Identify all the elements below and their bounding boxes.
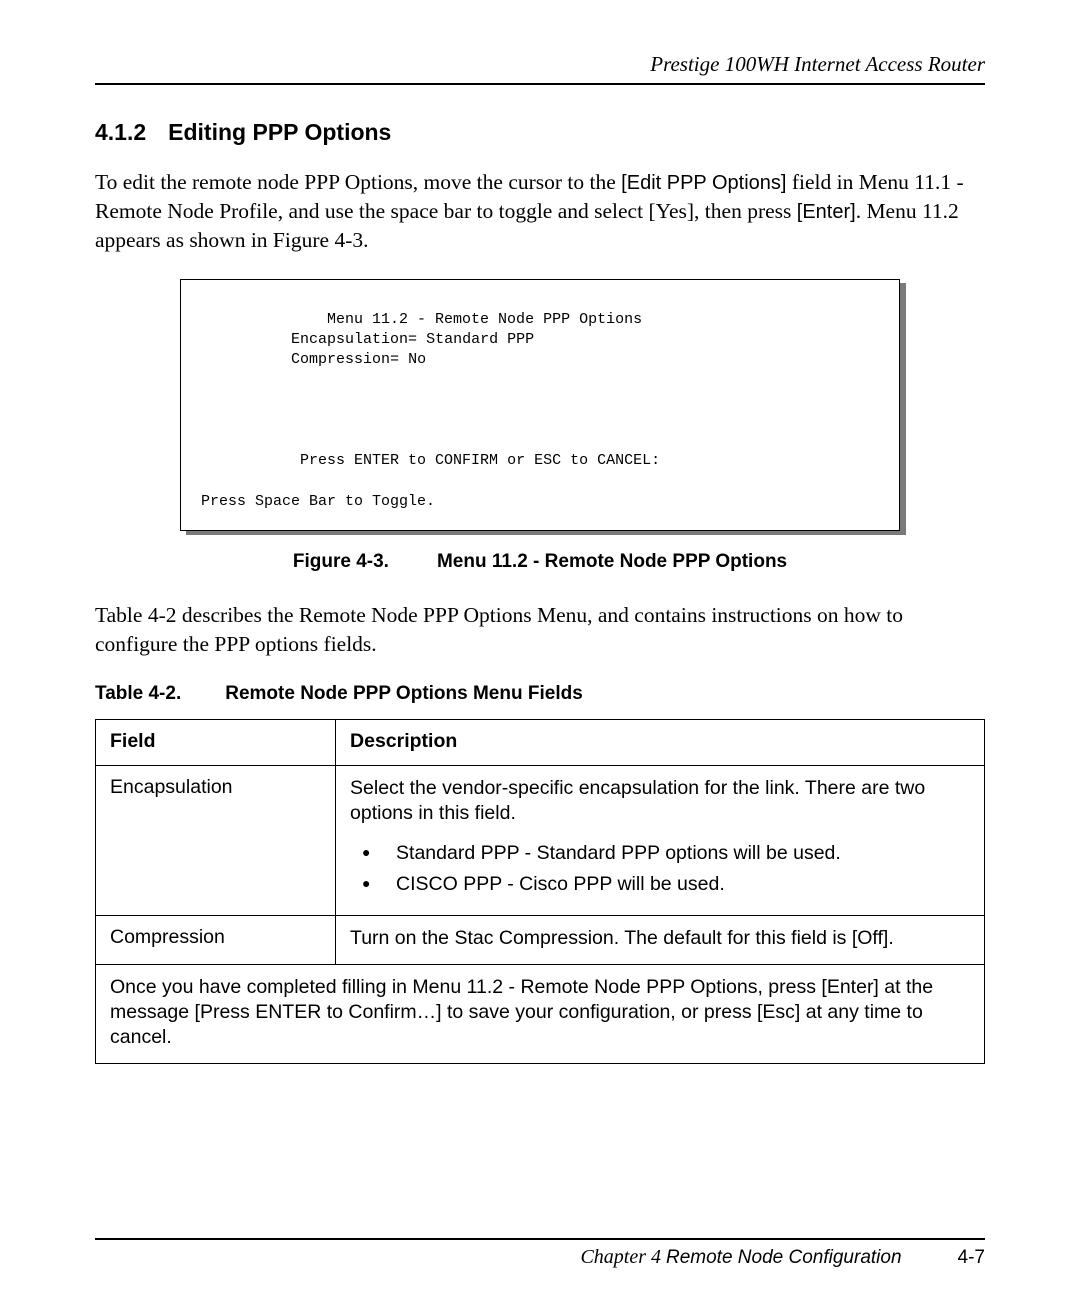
table-row: Encapsulation Select the vendor-specific… <box>96 766 985 916</box>
desc-intro: Select the vendor-specific encapsulation… <box>350 776 970 827</box>
table-header-row: Field Description <box>96 720 985 766</box>
footer-chapter: Chapter 4 Remote Node Configuration <box>580 1246 901 1269</box>
terminal-toggle-line: Press Space Bar to Toggle. <box>201 493 435 510</box>
desc-intro: Turn on the Stac Compression. The defaul… <box>350 926 970 951</box>
intro-run1: To edit the remote node PPP Options, mov… <box>95 170 621 194</box>
enter-literal: [Enter] <box>797 201 856 223</box>
table-row: Compression Turn on the Stac Compression… <box>96 916 985 964</box>
note-cell: Once you have completed filling in Menu … <box>96 964 985 1063</box>
footer-rule <box>95 1238 985 1240</box>
table-label: Table 4-2. <box>95 683 181 704</box>
field-cell: Compression <box>96 916 336 964</box>
fields-table: Field Description Encapsulation Select t… <box>95 719 985 1064</box>
section-title: Editing PPP Options <box>168 119 391 145</box>
footer-chapter-italic: Chapter 4 <box>580 1246 666 1268</box>
terminal-menu-title: Menu 11.2 - Remote Node PPP Options <box>201 311 642 328</box>
footer-page-number: 4-7 <box>958 1247 985 1269</box>
terminal-screenshot: Menu 11.2 - Remote Node PPP Options Enca… <box>180 279 900 532</box>
section-heading: 4.1.2 Editing PPP Options <box>95 119 985 146</box>
figure-label: Figure 4-3. <box>293 551 389 572</box>
terminal-encaps-line: Encapsulation= Standard PPP <box>201 331 534 348</box>
table-note-row: Once you have completed filling in Menu … <box>96 964 985 1063</box>
col-desc-header: Description <box>336 720 985 766</box>
between-paragraph: Table 4-2 describes the Remote Node PPP … <box>95 601 985 659</box>
footer-line: Chapter 4 Remote Node Configuration 4-7 <box>95 1246 985 1269</box>
bullet-item: Standard PPP - Standard PPP options will… <box>382 841 970 866</box>
page-header: Prestige 100WH Internet Access Router <box>95 52 985 85</box>
bullet-item: CISCO PPP - Cisco PPP will be used. <box>382 872 970 897</box>
desc-cell: Select the vendor-specific encapsulation… <box>336 766 985 916</box>
table-caption: Table 4-2. Remote Node PPP Options Menu F… <box>95 683 985 705</box>
terminal-compress-line: Compression= No <box>201 351 426 368</box>
edit-ppp-options-literal: [Edit PPP Options] <box>621 172 786 194</box>
section-number: 4.1.2 <box>95 119 146 145</box>
desc-bullets: Standard PPP - Standard PPP options will… <box>350 841 970 898</box>
page-footer: Chapter 4 Remote Node Configuration 4-7 <box>95 1238 985 1269</box>
intro-paragraph: To edit the remote node PPP Options, mov… <box>95 168 985 255</box>
col-field-header: Field <box>96 720 336 766</box>
page: Prestige 100WH Internet Access Router 4.… <box>0 0 1080 1311</box>
figure-text: Menu 11.2 - Remote Node PPP Options <box>437 551 787 572</box>
header-rule <box>95 83 985 85</box>
desc-cell: Turn on the Stac Compression. The defaul… <box>336 916 985 964</box>
note-text: Once you have completed filling in Menu … <box>110 975 970 1051</box>
terminal-confirm-line: Press ENTER to CONFIRM or ESC to CANCEL: <box>201 452 660 469</box>
field-cell: Encapsulation <box>96 766 336 916</box>
terminal-box: Menu 11.2 - Remote Node PPP Options Enca… <box>180 279 900 532</box>
figure-caption: Figure 4-3. Menu 11.2 - Remote Node PPP O… <box>95 551 985 573</box>
footer-chapter-sans: Remote Node Configuration <box>666 1247 902 1268</box>
header-title: Prestige 100WH Internet Access Router <box>95 52 985 83</box>
table-text: Remote Node PPP Options Menu Fields <box>225 683 583 704</box>
